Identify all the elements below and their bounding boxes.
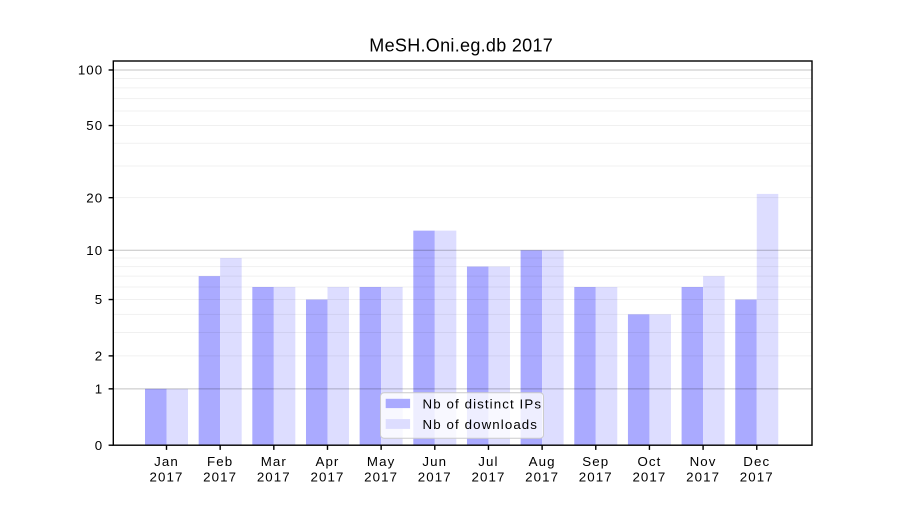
svg-text:20: 20 <box>86 190 103 205</box>
svg-text:2017: 2017 <box>364 469 398 484</box>
svg-text:Feb: Feb <box>207 454 233 469</box>
svg-text:2017: 2017 <box>525 469 559 484</box>
svg-text:Nb of downloads: Nb of downloads <box>423 417 539 432</box>
svg-text:2017: 2017 <box>150 469 184 484</box>
svg-text:2017: 2017 <box>686 469 720 484</box>
svg-text:2017: 2017 <box>203 469 237 484</box>
svg-text:2: 2 <box>95 349 103 364</box>
svg-text:Aug: Aug <box>529 454 556 469</box>
svg-text:Jul: Jul <box>478 454 498 469</box>
svg-text:Nb of distinct IPs: Nb of distinct IPs <box>423 397 543 412</box>
svg-text:Mar: Mar <box>261 454 287 469</box>
svg-text:2017: 2017 <box>471 469 505 484</box>
svg-text:Jun: Jun <box>422 454 447 469</box>
svg-text:2017: 2017 <box>740 469 774 484</box>
svg-text:2017: 2017 <box>579 469 613 484</box>
svg-text:0: 0 <box>95 438 103 453</box>
svg-text:Oct: Oct <box>637 454 661 469</box>
svg-text:MeSH.Oni.eg.db 2017: MeSH.Oni.eg.db 2017 <box>369 36 553 56</box>
svg-text:Jan: Jan <box>154 454 179 469</box>
svg-text:1: 1 <box>95 382 103 397</box>
svg-text:100: 100 <box>78 63 103 78</box>
svg-text:Apr: Apr <box>315 454 339 469</box>
svg-text:2017: 2017 <box>632 469 666 484</box>
svg-text:2017: 2017 <box>257 469 291 484</box>
svg-text:2017: 2017 <box>418 469 452 484</box>
svg-text:Sep: Sep <box>582 454 609 469</box>
svg-text:Dec: Dec <box>743 454 770 469</box>
svg-text:50: 50 <box>86 118 103 133</box>
svg-text:10: 10 <box>86 243 103 258</box>
svg-text:2017: 2017 <box>310 469 344 484</box>
svg-text:May: May <box>367 454 395 469</box>
svg-text:Nov: Nov <box>690 454 717 469</box>
svg-text:5: 5 <box>95 292 103 307</box>
